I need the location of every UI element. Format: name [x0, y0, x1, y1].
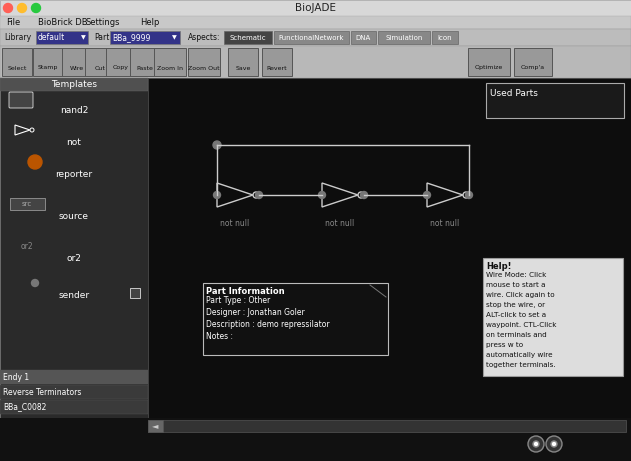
- Text: ◄: ◄: [151, 421, 158, 431]
- Text: Cut: Cut: [95, 65, 105, 71]
- Text: Description : demo repressilator: Description : demo repressilator: [206, 319, 329, 329]
- Text: ALT-click to set a: ALT-click to set a: [486, 312, 546, 318]
- Text: Paste: Paste: [136, 65, 153, 71]
- Circle shape: [360, 191, 367, 199]
- FancyBboxPatch shape: [0, 46, 631, 78]
- FancyBboxPatch shape: [10, 198, 45, 210]
- FancyBboxPatch shape: [9, 92, 33, 108]
- Text: Endy 1: Endy 1: [3, 372, 29, 382]
- Circle shape: [466, 191, 473, 199]
- Text: Part: Part: [94, 33, 109, 42]
- FancyBboxPatch shape: [0, 370, 148, 384]
- FancyBboxPatch shape: [0, 78, 148, 91]
- FancyBboxPatch shape: [85, 48, 115, 76]
- FancyBboxPatch shape: [0, 400, 148, 414]
- Text: Revert: Revert: [267, 65, 287, 71]
- Text: wire. Click again to: wire. Click again to: [486, 292, 555, 298]
- Text: ▼: ▼: [172, 35, 177, 40]
- FancyBboxPatch shape: [0, 16, 631, 29]
- Text: BioJADE: BioJADE: [295, 3, 336, 13]
- Circle shape: [4, 4, 13, 12]
- FancyBboxPatch shape: [0, 0, 631, 16]
- Circle shape: [28, 155, 42, 169]
- Text: Stamp: Stamp: [38, 65, 58, 71]
- Text: Notes :: Notes :: [206, 331, 233, 341]
- Text: Help: Help: [140, 18, 160, 27]
- Circle shape: [534, 443, 538, 445]
- Circle shape: [213, 141, 221, 149]
- FancyBboxPatch shape: [148, 420, 163, 432]
- Text: src: src: [22, 201, 32, 207]
- Text: Aspects:: Aspects:: [188, 33, 220, 42]
- Text: on terminals and: on terminals and: [486, 332, 546, 338]
- Text: BioBrick DB: BioBrick DB: [38, 18, 88, 27]
- FancyBboxPatch shape: [148, 78, 631, 418]
- Text: nand2: nand2: [60, 106, 88, 114]
- Text: default: default: [38, 33, 65, 42]
- Text: Simulation: Simulation: [386, 35, 423, 41]
- Text: Help!: Help!: [486, 261, 512, 271]
- FancyBboxPatch shape: [106, 48, 136, 76]
- FancyBboxPatch shape: [262, 48, 292, 76]
- Text: Copy: Copy: [113, 65, 129, 71]
- Text: Reverse Terminators: Reverse Terminators: [3, 388, 81, 396]
- FancyBboxPatch shape: [486, 83, 624, 118]
- Text: DNA: DNA: [356, 35, 371, 41]
- FancyBboxPatch shape: [2, 48, 32, 76]
- Text: Save: Save: [235, 65, 251, 71]
- FancyBboxPatch shape: [378, 31, 430, 44]
- FancyBboxPatch shape: [33, 48, 63, 76]
- FancyBboxPatch shape: [188, 48, 220, 76]
- Text: or2: or2: [21, 242, 33, 250]
- Text: Part Type : Other: Part Type : Other: [206, 296, 270, 305]
- FancyBboxPatch shape: [62, 48, 92, 76]
- FancyBboxPatch shape: [36, 31, 88, 44]
- FancyBboxPatch shape: [274, 31, 349, 44]
- Circle shape: [32, 4, 40, 12]
- Text: reporter: reporter: [56, 170, 93, 178]
- Text: Settings: Settings: [85, 18, 119, 27]
- FancyBboxPatch shape: [0, 29, 631, 46]
- FancyBboxPatch shape: [130, 48, 160, 76]
- Circle shape: [551, 441, 557, 447]
- FancyBboxPatch shape: [0, 418, 631, 461]
- Text: Zoom In: Zoom In: [157, 65, 183, 71]
- Text: Templates: Templates: [51, 80, 97, 89]
- Text: not null: not null: [326, 219, 355, 228]
- FancyBboxPatch shape: [0, 385, 148, 399]
- FancyBboxPatch shape: [224, 31, 272, 44]
- Text: not: not: [66, 137, 81, 147]
- Circle shape: [18, 4, 27, 12]
- Text: ▼: ▼: [81, 35, 85, 40]
- FancyBboxPatch shape: [148, 420, 626, 432]
- Text: automatically wire: automatically wire: [486, 352, 553, 358]
- Text: waypoint. CTL-Click: waypoint. CTL-Click: [486, 322, 557, 328]
- Circle shape: [528, 436, 544, 452]
- Circle shape: [546, 436, 562, 452]
- FancyBboxPatch shape: [228, 48, 258, 76]
- Text: Wire: Wire: [70, 65, 84, 71]
- Text: Wire Mode: Click: Wire Mode: Click: [486, 272, 546, 278]
- FancyBboxPatch shape: [483, 258, 623, 376]
- Circle shape: [423, 191, 430, 199]
- Text: source: source: [59, 212, 89, 220]
- FancyBboxPatch shape: [130, 288, 140, 298]
- Circle shape: [319, 191, 326, 199]
- FancyBboxPatch shape: [203, 283, 388, 355]
- Text: sender: sender: [59, 290, 90, 300]
- Circle shape: [533, 441, 539, 447]
- Text: or2: or2: [66, 254, 81, 262]
- Text: Used Parts: Used Parts: [490, 89, 538, 97]
- FancyBboxPatch shape: [468, 48, 510, 76]
- Text: Select: Select: [8, 65, 27, 71]
- Text: BBa_C0082: BBa_C0082: [3, 402, 46, 412]
- Text: File: File: [6, 18, 20, 27]
- Text: press w to: press w to: [486, 342, 523, 348]
- FancyBboxPatch shape: [514, 48, 552, 76]
- Circle shape: [213, 191, 220, 199]
- Text: Schematic: Schematic: [230, 35, 266, 41]
- FancyBboxPatch shape: [0, 78, 148, 418]
- FancyBboxPatch shape: [154, 48, 186, 76]
- Text: FunctionalNetwork: FunctionalNetwork: [279, 35, 345, 41]
